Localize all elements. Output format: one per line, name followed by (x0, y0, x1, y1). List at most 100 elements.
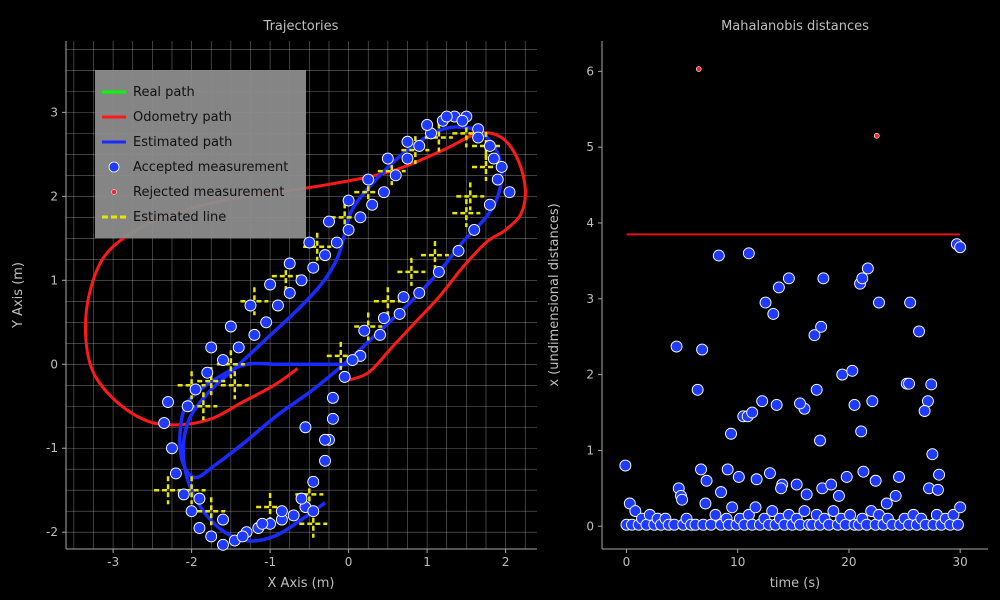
accepted-distance-point (772, 281, 785, 294)
accepted-measurement-point (358, 324, 371, 337)
accepted-measurement-point (326, 412, 339, 425)
accepted-distance-point (836, 368, 849, 381)
accepted-measurement-point (217, 513, 229, 526)
accepted-distance-point (767, 308, 780, 320)
accepted-distance-point (904, 296, 917, 309)
accepted-measurement-point (366, 198, 379, 211)
x-tick-label: -1 (264, 555, 276, 569)
accepted-measurement-point (283, 286, 296, 299)
mahalanobis-panel: Mahalanobis distances 0 10 20 30 0 1 2 3 4 5 6 tim… (547, 19, 988, 591)
rejected-distance-point (695, 66, 702, 72)
trajectories-y-axis-label: Y Axis (m) (11, 262, 26, 329)
accepted-measurement-point (166, 442, 178, 455)
accepted-distance-point (764, 467, 776, 480)
accepted-distance-point (869, 474, 882, 487)
accepted-distance-point (817, 272, 830, 285)
accepted-distance-point (855, 425, 868, 438)
accepted-measurement-point (205, 530, 218, 543)
mahalanobis-y-axis-label: x (undimensional distances) (547, 203, 562, 386)
accepted-measurement-point (158, 417, 171, 429)
accepted-measurement-point (483, 140, 496, 152)
accepted-distance-point (880, 497, 893, 510)
y-tick-label: -2 (46, 525, 58, 539)
x-tick-label: 1 (423, 555, 431, 569)
accepted-measurement-point (232, 341, 245, 354)
rejected-distance-point (873, 132, 880, 139)
accepted-distance-point (732, 471, 745, 483)
accepted-measurement-point (389, 169, 402, 182)
accepted-distance-point (954, 501, 967, 514)
accepted-measurement-point (413, 140, 426, 152)
accepted-measurement-point (319, 433, 331, 446)
accepted-measurement-point (236, 530, 249, 543)
accepted-distance-point (699, 497, 712, 510)
accepted-distance-point (700, 474, 713, 487)
accepted-distance-point (926, 448, 939, 461)
accepted-measurement-point (393, 307, 406, 320)
trajectories-axes (62, 41, 537, 553)
accepted-measurement-point (201, 366, 214, 379)
trajectories-panel: Trajectories -3 -2 -1 0 1 2 -2 -1 0 1 2 3 X Axis (m… (11, 19, 537, 591)
accepted-distance-point (918, 405, 931, 417)
accepted-distance-point (808, 329, 821, 342)
accepted-measurement-point (295, 492, 308, 505)
accepted-measurement-point (303, 236, 316, 249)
accepted-distance-point (903, 377, 915, 390)
accepted-measurement-point (248, 328, 261, 341)
accepted-measurement-point (205, 341, 218, 354)
x-tick-label: 10 (730, 555, 745, 569)
accepted-measurement-point (374, 328, 386, 341)
accepted-measurement-point (354, 211, 367, 224)
accepted-distance-point (810, 383, 823, 396)
accepted-distance-point (705, 518, 717, 531)
accepted-distance-point (921, 395, 934, 408)
accepted-measurement-point (491, 173, 504, 186)
accepted-measurement-point (487, 152, 500, 165)
accepted-measurement-point (362, 173, 375, 186)
accepted-distance-point (721, 463, 734, 476)
accepted-measurement-point (440, 110, 453, 123)
accepted-measurement-point (162, 396, 175, 409)
accepted-distance-point (775, 482, 788, 495)
mahalanobis-axes (598, 41, 988, 553)
trajectories-tick-labels: -3 -2 -1 0 1 2 -2 -1 0 1 2 3 (46, 105, 509, 569)
accepted-distance-point (857, 465, 870, 478)
accepted-measurement-point (483, 198, 496, 211)
accepted-measurement-point (342, 223, 355, 236)
x-tick-label: 20 (841, 555, 856, 569)
legend-label: Accepted measurement (133, 160, 288, 175)
x-tick-label: 2 (502, 555, 510, 569)
accepted-measurement-point (326, 391, 339, 404)
accepted-measurement-point (169, 467, 182, 480)
y-tick-label: 4 (586, 216, 594, 230)
accepted-measurement-point (275, 505, 288, 518)
x-tick-label: 0 (345, 555, 353, 569)
legend-label: Rejected measurement (133, 185, 284, 200)
accepted-distance-point (709, 508, 722, 521)
accepted-distance-point (840, 471, 853, 483)
accepted-measurement-point (299, 421, 312, 434)
accepted-distance-point (913, 325, 925, 338)
y-tick-label: 2 (586, 368, 594, 382)
accepted-distance-point (832, 489, 845, 502)
y-tick-label: 3 (586, 292, 594, 306)
legend-swatch-marker (111, 189, 117, 195)
accepted-measurement-point (283, 257, 296, 270)
accepted-measurement-point (244, 299, 257, 312)
legend-label: Estimated line (133, 210, 226, 225)
accepted-measurement-point (495, 161, 508, 173)
accepted-distance-point (619, 459, 632, 472)
accepted-measurement-point (307, 475, 320, 488)
accepted-distance-point (825, 478, 838, 491)
accepted-distance-point (846, 364, 859, 377)
accepted-distance-point (691, 383, 704, 396)
accepted-measurement-point (503, 186, 516, 199)
accepted-measurement-point (287, 509, 300, 522)
legend-label: Estimated path (133, 135, 232, 150)
accepted-distance-point (742, 247, 755, 260)
accepted-distance-point (947, 508, 960, 521)
accepted-distance-point (815, 320, 828, 333)
accepted-measurement-point (217, 354, 229, 367)
legend-label: Odometry path (133, 110, 232, 125)
accepted-distance-point (712, 249, 725, 262)
